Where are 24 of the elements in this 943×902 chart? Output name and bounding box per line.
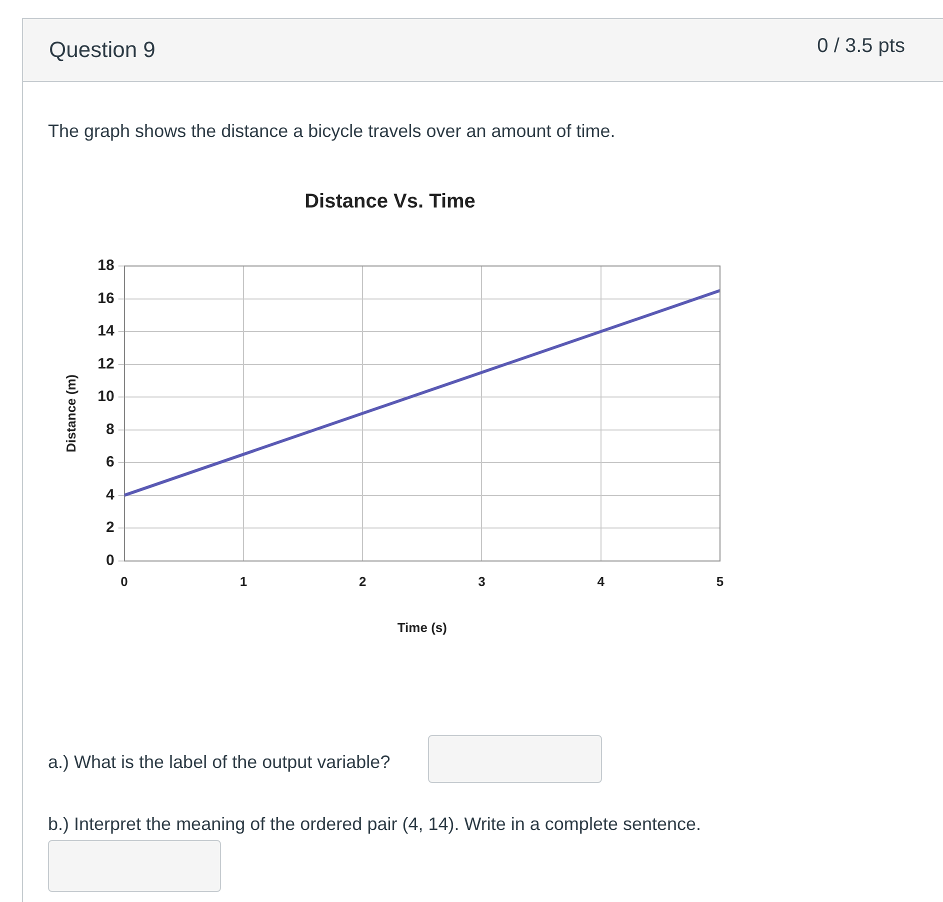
- x-tick-label: 2: [358, 574, 366, 590]
- y-tick-label: 8: [106, 420, 114, 438]
- chart-title: Distance Vs. Time: [304, 190, 476, 213]
- x-tick-label: 1: [240, 574, 248, 590]
- y-tick-label: 2: [106, 519, 114, 536]
- x-tick-label: 0: [120, 574, 128, 590]
- text: The graph shows the distance a bicycle travels over an amount of time.: [48, 121, 616, 142]
- text: Question 9: [49, 37, 156, 63]
- y-tick-label: 10: [98, 388, 114, 406]
- y-axis-title: Distance (m): [63, 374, 78, 452]
- x-tick-label: 5: [716, 574, 724, 590]
- y-tick-label: 4: [106, 486, 115, 504]
- x-axis-title: Time (s): [397, 620, 447, 635]
- text: b.) Interpret the meaning of the ordered pair (4, 14). Write in a complete sentence.: [48, 814, 702, 835]
- y-tick-label: 14: [98, 322, 115, 340]
- text: a.) What is the label of the output variable?: [48, 752, 390, 773]
- y-tick-label: 16: [98, 290, 114, 307]
- x-tick-label: 3: [478, 574, 486, 590]
- y-tick-label: 6: [106, 454, 114, 471]
- y-tick-label: 12: [98, 355, 114, 372]
- x-tick-label: 4: [597, 574, 606, 590]
- y-tick-label: 0: [106, 552, 114, 569]
- y-tick-label: 18: [98, 257, 114, 274]
- text: 0 / 3.5 pts: [817, 35, 905, 58]
